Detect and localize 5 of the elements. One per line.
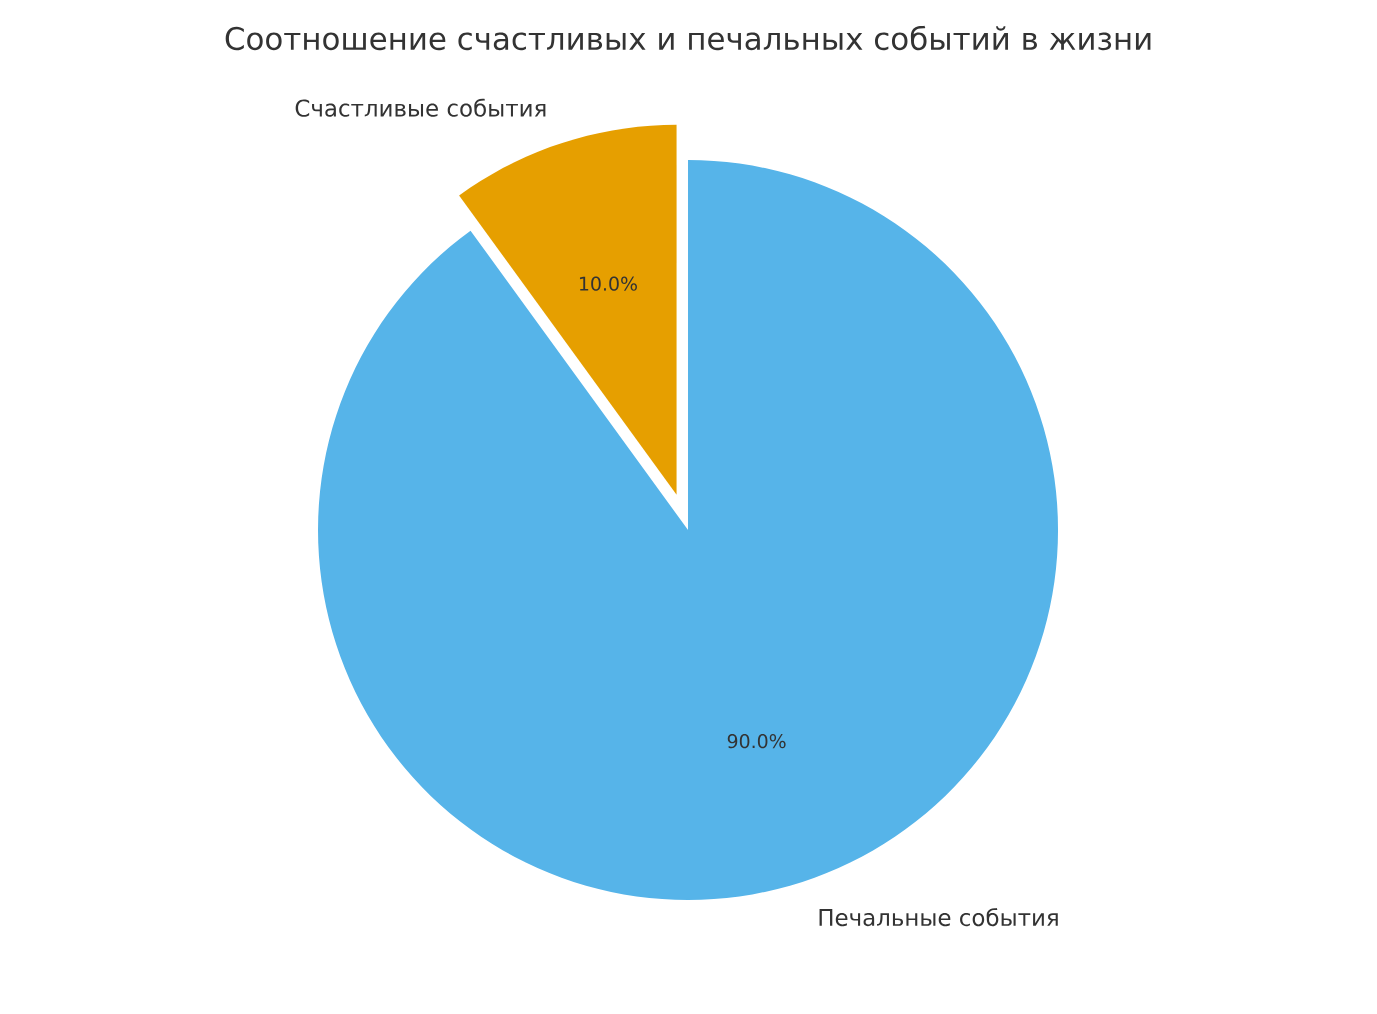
slice-label: Печальные события xyxy=(819,908,1058,927)
data-label: 10.0% xyxy=(579,276,637,291)
slice-label: Счастливые события xyxy=(295,98,546,117)
data-label: 90.0% xyxy=(727,733,786,749)
chart-title: Соотношение счастливых и печальных событий в жизни xyxy=(225,25,1151,51)
